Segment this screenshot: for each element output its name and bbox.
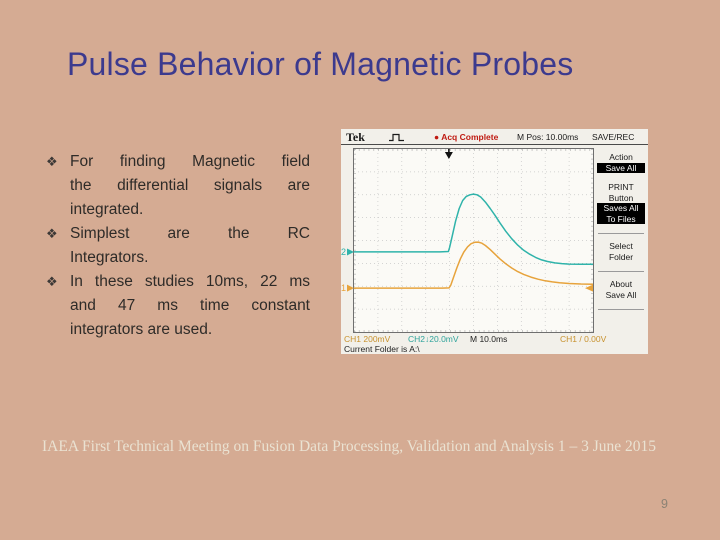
scope-status-bar: CH1 200mV CH2↓20.0mV M 10.0ms CH1 / 0.00… xyxy=(341,334,648,345)
menu-item-label: About xyxy=(609,279,633,289)
acq-status: ● Acq Complete xyxy=(434,132,498,142)
scope-traces-svg: 21 xyxy=(341,149,594,332)
menu-item-label: Save All xyxy=(597,162,645,173)
menu-divider xyxy=(598,309,644,310)
ch1-scale-readout: CH1 200mV xyxy=(344,334,391,344)
menu-item-label: Save All xyxy=(605,289,637,300)
svg-text:2: 2 xyxy=(341,247,346,257)
save-rec-menu-title: SAVE/REC xyxy=(592,132,635,142)
ch2-scale-readout: CH2↓20.0mV xyxy=(408,334,459,344)
menu-divider xyxy=(598,233,644,234)
bullet-text-line: integrators are used. xyxy=(70,321,213,338)
pulse-waveform-icon xyxy=(389,133,404,142)
menu-item-label: Saves All xyxy=(597,203,645,214)
diamond-bullet-icon: ❖ xyxy=(46,274,58,289)
menu-divider xyxy=(598,271,644,272)
menu-group: PRINT Button Saves All To Files xyxy=(596,182,646,224)
menu-item-label: Button xyxy=(608,192,634,203)
bullet-text-line: Simplest are the RC xyxy=(70,225,310,242)
bullet-list: ❖ For finding Magnetic field the different… xyxy=(46,150,310,342)
bullet-text-line: integrated. xyxy=(70,201,144,218)
timebase-readout: M 10.0ms xyxy=(470,334,508,344)
menu-item-label: To Files xyxy=(597,213,645,224)
menu-group: Action Save All xyxy=(596,152,646,173)
trigger-readout: CH1 / 0.00V xyxy=(560,334,607,344)
bullet-item: ❖ In these studies 10ms, 22 ms and 47 ms t… xyxy=(46,270,310,342)
tek-logo: Tek xyxy=(346,130,365,144)
menu-item-label: Action xyxy=(609,152,633,162)
menu-group: Select Folder xyxy=(596,241,646,262)
record-dot-icon: ● xyxy=(434,132,440,142)
bullet-item: ❖ Simplest are the RC Integrators. xyxy=(46,222,310,270)
oscilloscope-screenshot: Tek ● Acq Complete M Pos: 10.00ms SAVE/R… xyxy=(341,129,648,354)
bullet-text-line: For finding Magnetic field xyxy=(70,153,310,170)
footer-text: IAEA First Technical Meeting on Fusion D… xyxy=(42,438,656,455)
m-pos-readout: M Pos: 10.00ms xyxy=(517,132,579,142)
bullet-item: ❖ For finding Magnetic field the different… xyxy=(46,150,310,222)
diamond-bullet-icon: ❖ xyxy=(46,226,58,241)
diamond-bullet-icon: ❖ xyxy=(46,154,58,169)
bullet-text-line: and 47 ms time constant xyxy=(70,297,310,314)
bullet-text-line: In these studies 10ms, 22 ms xyxy=(70,273,310,290)
menu-item-label: PRINT xyxy=(608,182,634,192)
acq-status-label: Acq Complete xyxy=(441,132,499,142)
folder-status-line: Current Folder is A:\ xyxy=(344,344,420,354)
menu-item-label: Select xyxy=(609,241,633,251)
bullet-text-line: Integrators. xyxy=(70,249,149,266)
page-number: 9 xyxy=(661,497,668,511)
top-bar-divider xyxy=(341,144,648,145)
bullet-text-line: the differential signals are xyxy=(70,177,310,194)
menu-group: About Save All xyxy=(596,279,646,300)
slide-title: Pulse Behavior of Magnetic Probes xyxy=(67,46,574,82)
menu-item-label: Folder xyxy=(608,251,634,262)
svg-text:1: 1 xyxy=(341,283,346,293)
scope-soft-menu: Action Save All PRINT Button Saves All To Fil… xyxy=(596,152,646,317)
